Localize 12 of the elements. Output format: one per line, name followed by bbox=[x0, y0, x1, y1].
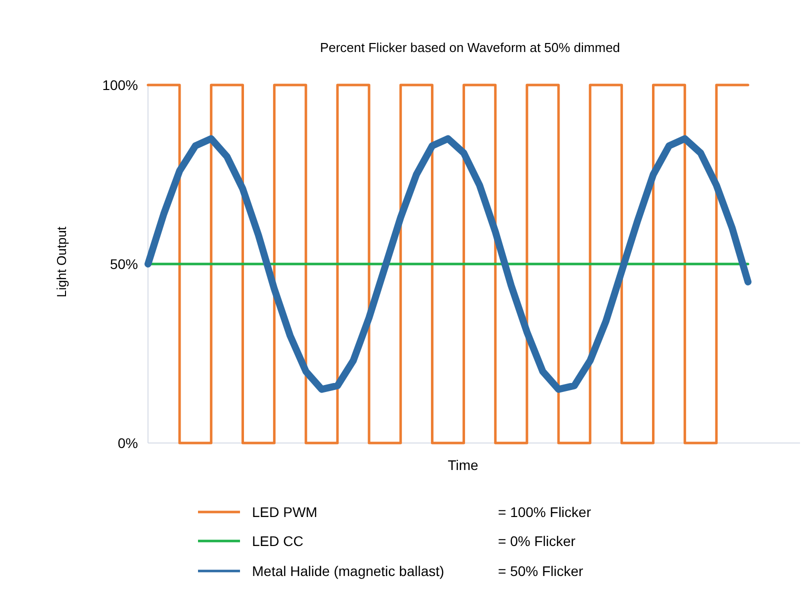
legend-label: Metal Halide (magnetic ballast) bbox=[252, 562, 444, 579]
y-axis-title: Light Output bbox=[54, 226, 69, 298]
y-tick-label: 100% bbox=[102, 76, 138, 93]
x-axis-title: Time bbox=[448, 457, 479, 473]
chart-title: Percent Flicker based on Waveform at 50% dimmed bbox=[320, 40, 620, 55]
y-tick-label: 50% bbox=[110, 256, 138, 272]
y-tick-label: 0% bbox=[118, 434, 138, 451]
text: = 0% Flicker bbox=[498, 532, 576, 549]
text: = 100% Flicker bbox=[498, 504, 592, 520]
legend-label: LED CC bbox=[252, 532, 304, 549]
text: = 50% Flicker bbox=[498, 562, 584, 579]
legend-label: LED PWM bbox=[252, 504, 318, 520]
